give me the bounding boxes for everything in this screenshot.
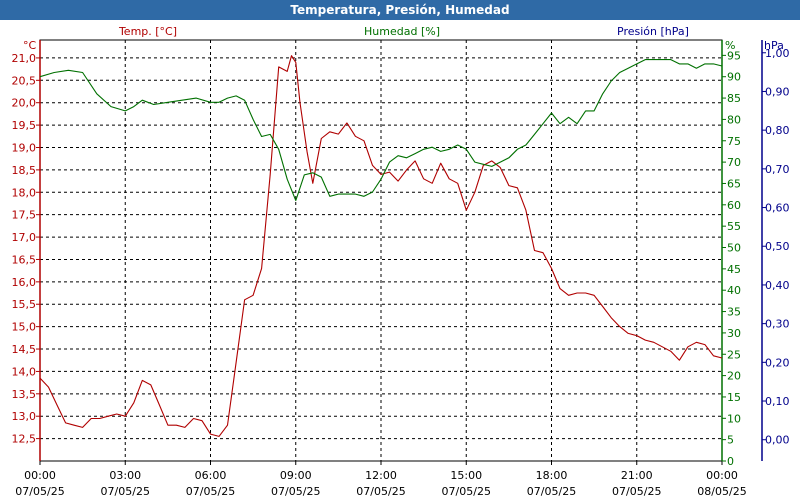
hum-tick-label: 25 — [727, 348, 741, 361]
x-tick-time: 12:00 — [365, 469, 397, 482]
temp-tick-label: 21,0 — [12, 52, 37, 65]
x-tick-time: 03:00 — [109, 469, 141, 482]
x-tick-date: 08/05/25 — [697, 485, 746, 498]
hum-tick-label: 95 — [727, 49, 741, 62]
x-tick-time: 00:00 — [24, 469, 56, 482]
hum-tick-label: 90 — [727, 71, 741, 84]
pres-tick-label: 0,50 — [765, 240, 790, 253]
x-tick-date: 07/05/25 — [186, 485, 235, 498]
temp-tick-label: 14,0 — [12, 365, 37, 378]
tick-labels: 00:00 07/05/25 03:00 07/05/25 06:00 07/05/25 0… — [12, 39, 790, 498]
temp-tick-label: 18,0 — [12, 186, 37, 199]
temp-tick-label: 13,5 — [12, 388, 37, 401]
temp-tick-label: 15,0 — [12, 321, 37, 334]
hum-tick-label: 5 — [727, 434, 734, 447]
pres-tick-label: 0,00 — [765, 434, 790, 447]
temp-tick-label: 17,0 — [12, 231, 37, 244]
temp-tick-label: 15,5 — [12, 298, 37, 311]
x-tick-time: 15:00 — [450, 469, 482, 482]
hum-tick-label: 20 — [727, 370, 741, 383]
temp-tick-label: 16,0 — [12, 276, 37, 289]
legend-pressure: Presión [hPa] — [617, 25, 689, 38]
x-tick-date: 07/05/25 — [271, 485, 320, 498]
x-tick-time: 21:00 — [621, 469, 653, 482]
hum-tick-label: 85 — [727, 92, 741, 105]
legend-temp: Temp. [°C] — [118, 25, 177, 38]
temp-tick-label: 20,0 — [12, 97, 37, 110]
pres-tick-label: 0,90 — [765, 85, 790, 98]
hum-tick-label: 0 — [727, 455, 734, 468]
hum-tick-label: 65 — [727, 177, 741, 190]
temp-tick-label: 19,0 — [12, 141, 37, 154]
temp-tick-label: 14,5 — [12, 343, 37, 356]
temp-tick-label: 19,5 — [12, 119, 37, 132]
hum-tick-label: 60 — [727, 199, 741, 212]
hum-tick-label: 70 — [727, 156, 741, 169]
series-temperature — [39, 55, 723, 437]
x-tick-date: 07/05/25 — [356, 485, 405, 498]
hum-unit: % — [725, 39, 735, 52]
x-tick-time: 09:00 — [280, 469, 312, 482]
grid — [40, 40, 722, 461]
pres-tick-label: 0,30 — [765, 318, 790, 331]
pres-tick-label: 0,80 — [765, 124, 790, 137]
hum-tick-label: 35 — [727, 306, 741, 319]
x-tick-date: 07/05/25 — [101, 485, 150, 498]
x-tick-date: 07/05/25 — [527, 485, 576, 498]
hum-tick-label: 80 — [727, 113, 741, 126]
pres-tick-label: 0,70 — [765, 163, 790, 176]
temp-tick-label: 20,5 — [12, 74, 37, 87]
pres-tick-label: 0,60 — [765, 202, 790, 215]
hum-tick-label: 45 — [727, 263, 741, 276]
window-title: Temperatura, Presión, Humedad — [0, 0, 800, 20]
temp-tick-label: 12,5 — [12, 433, 37, 446]
hum-tick-label: 10 — [727, 412, 741, 425]
hum-tick-label: 50 — [727, 242, 741, 255]
pres-tick-label: 0,20 — [765, 356, 790, 369]
pres-tick-label: 1,00 — [765, 47, 790, 60]
hum-tick-label: 30 — [727, 327, 741, 340]
x-tick-date: 07/05/25 — [15, 485, 64, 498]
pres-unit: hPa — [764, 39, 784, 52]
pres-tick-label: 0,10 — [765, 395, 790, 408]
series-humidity — [39, 59, 723, 202]
temp-tick-label: 17,5 — [12, 209, 37, 222]
series-lines — [39, 55, 723, 437]
temp-tick-label: 13,0 — [12, 410, 37, 423]
legend-humidity: Humedad [%] — [364, 25, 440, 38]
x-tick-time: 18:00 — [536, 469, 568, 482]
x-tick-date: 07/05/25 — [612, 485, 661, 498]
hum-tick-label: 40 — [727, 284, 741, 297]
hum-tick-label: 75 — [727, 135, 741, 148]
legend: Temp. [°C] Humedad [%] Presión [hPa] — [118, 25, 689, 38]
temp-tick-label: 18,5 — [12, 164, 37, 177]
pres-tick-label: 0,40 — [765, 279, 790, 292]
hum-tick-label: 15 — [727, 391, 741, 404]
x-tick-time: 00:00 — [706, 469, 738, 482]
temp-tick-label: 16,5 — [12, 253, 37, 266]
hum-tick-label: 55 — [727, 220, 741, 233]
x-tick-time: 06:00 — [195, 469, 227, 482]
x-tick-date: 07/05/25 — [442, 485, 491, 498]
temp-unit: °C — [23, 39, 37, 52]
axes — [36, 39, 766, 465]
